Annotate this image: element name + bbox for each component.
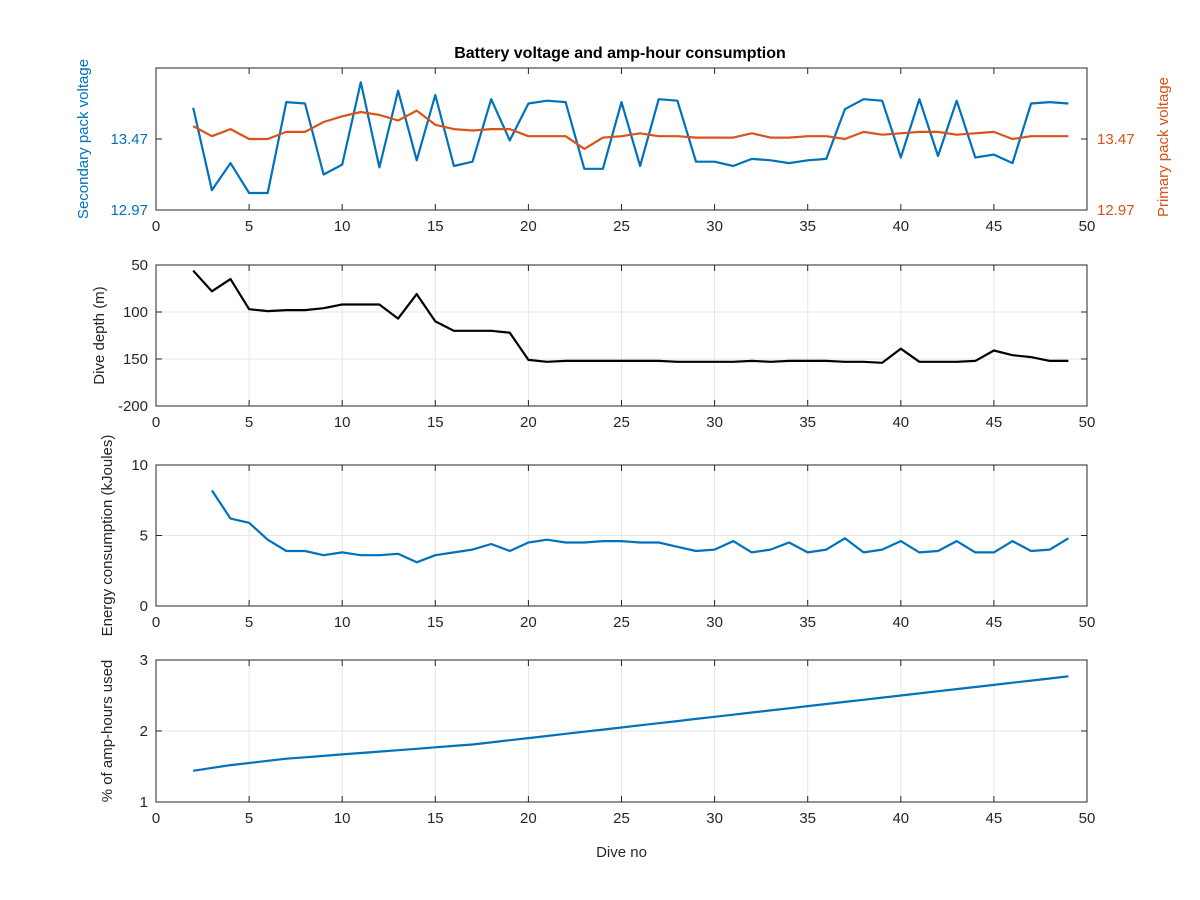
x-tick-label: 20 bbox=[520, 810, 537, 827]
y-axis-label: % of amp-hours used bbox=[99, 660, 116, 803]
x-tick-label: 40 bbox=[892, 810, 909, 827]
x-tick-label: 30 bbox=[706, 414, 723, 431]
x-tick-label: 20 bbox=[520, 414, 537, 431]
x-tick-label: 10 bbox=[334, 414, 351, 431]
y-tick-label: 13.47 bbox=[110, 131, 148, 148]
x-tick-label: 25 bbox=[613, 414, 630, 431]
x-tick-label: 45 bbox=[986, 218, 1003, 235]
x-tick-label: 0 bbox=[152, 218, 160, 235]
y-axis-label: Dive depth (m) bbox=[91, 286, 108, 384]
x-tick-label: 10 bbox=[334, 614, 351, 631]
x-tick-label: 5 bbox=[245, 810, 253, 827]
y-right-tick-label: 12.97 bbox=[1097, 202, 1135, 219]
subplot-3: 0 5 10 15 20 25 30 35 40 45 50 0 5 10 Energy consumpti… bbox=[99, 435, 1095, 637]
x-tick-label: 25 bbox=[613, 218, 630, 235]
x-tick-label: 25 bbox=[613, 810, 630, 827]
y-tick-label: 3 bbox=[140, 652, 148, 669]
x-tick-label: 20 bbox=[520, 614, 537, 631]
x-tick-label: 15 bbox=[427, 414, 444, 431]
series-line-1 bbox=[210, 489, 1069, 564]
series-line-2 bbox=[192, 109, 1069, 150]
x-tick-label: 30 bbox=[706, 810, 723, 827]
x-tick-label: 50 bbox=[1079, 414, 1096, 431]
y-axis-label: Secondary pack voltage bbox=[75, 59, 92, 219]
y-tick-label: 12.97 bbox=[110, 202, 148, 219]
x-tick-label: 15 bbox=[427, 810, 444, 827]
y-axis-label-right: Primary pack voltage bbox=[1155, 77, 1172, 217]
x-tick-label: 0 bbox=[152, 414, 160, 431]
x-tick-label: 40 bbox=[892, 218, 909, 235]
x-tick-label: 40 bbox=[892, 414, 909, 431]
x-tick-label: 15 bbox=[427, 218, 444, 235]
x-tick-label: 35 bbox=[799, 414, 816, 431]
x-tick-label: 45 bbox=[986, 810, 1003, 827]
x-tick-label: 35 bbox=[799, 810, 816, 827]
x-axis-label: Dive no bbox=[596, 844, 647, 861]
x-tick-label: 30 bbox=[706, 614, 723, 631]
y-tick-label: 0 bbox=[140, 598, 148, 615]
x-tick-label: 5 bbox=[245, 614, 253, 631]
x-tick-label: 0 bbox=[152, 614, 160, 631]
y-right-tick-label: 13.47 bbox=[1097, 131, 1135, 148]
x-tick-label: 50 bbox=[1079, 810, 1096, 827]
x-tick-label: 45 bbox=[986, 414, 1003, 431]
figure-title: Battery voltage and amp-hour consumption bbox=[454, 45, 786, 62]
subplot-2: 0 5 10 15 20 25 30 35 40 45 50 50 100 150 -200 Dive dep… bbox=[91, 257, 1095, 431]
y-axis-label: Energy consumption (kJoules) bbox=[99, 435, 116, 637]
subplot-1: 0 5 10 15 20 25 30 35 40 45 5012.9713.4712.9713.47… bbox=[75, 59, 1172, 235]
x-tick-label: 10 bbox=[334, 810, 351, 827]
x-tick-label: 50 bbox=[1079, 218, 1096, 235]
x-tick-label: 5 bbox=[245, 218, 253, 235]
y-tick-label: 100 bbox=[123, 304, 148, 321]
x-tick-label: 0 bbox=[152, 810, 160, 827]
x-tick-label: 45 bbox=[986, 614, 1003, 631]
series-line-1 bbox=[193, 675, 1069, 772]
y-tick-label: 10 bbox=[131, 457, 148, 474]
x-tick-label: 10 bbox=[334, 218, 351, 235]
y-tick-label: 50 bbox=[131, 257, 148, 274]
x-tick-label: 40 bbox=[892, 614, 909, 631]
y-tick-label: 150 bbox=[123, 351, 148, 368]
subplot-4: 0 5 10 15 20 25 30 35 40 45 50 1 2 3 % of amp-hours us… bbox=[99, 652, 1095, 861]
y-tick-label: -200 bbox=[118, 398, 148, 415]
series-line-1 bbox=[192, 269, 1069, 364]
x-tick-label: 30 bbox=[706, 218, 723, 235]
y-tick-label: 1 bbox=[140, 794, 148, 811]
x-tick-label: 20 bbox=[520, 218, 537, 235]
y-tick-label: 5 bbox=[140, 528, 148, 545]
x-tick-label: 15 bbox=[427, 614, 444, 631]
x-tick-label: 5 bbox=[245, 414, 253, 431]
axes-background bbox=[156, 68, 1087, 210]
x-tick-label: 25 bbox=[613, 614, 630, 631]
x-tick-label: 50 bbox=[1079, 614, 1096, 631]
y-tick-label: 2 bbox=[140, 723, 148, 740]
x-tick-label: 35 bbox=[799, 218, 816, 235]
x-tick-label: 35 bbox=[799, 614, 816, 631]
